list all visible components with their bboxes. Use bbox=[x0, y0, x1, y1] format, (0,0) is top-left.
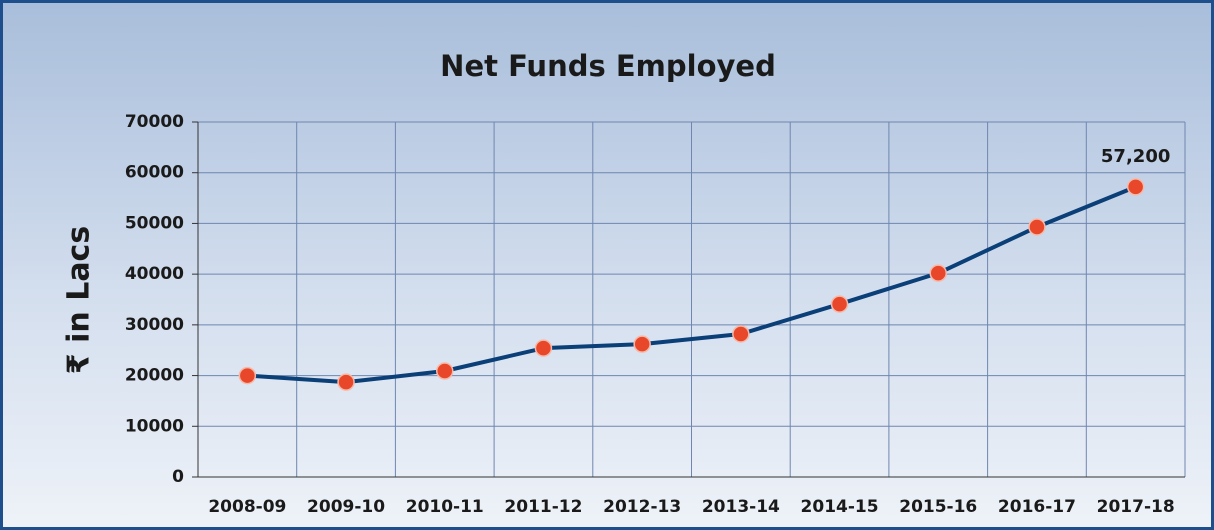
marker bbox=[1028, 218, 1046, 236]
x-tick-label: 2011-12 bbox=[504, 497, 582, 517]
x-tick-label: 2016-17 bbox=[998, 497, 1076, 517]
marker bbox=[732, 325, 750, 343]
y-tick-label: 50000 bbox=[125, 213, 184, 233]
line bbox=[247, 185, 1137, 385]
y-tick-label: 70000 bbox=[125, 112, 184, 132]
x-tick-label: 2014-15 bbox=[801, 497, 879, 517]
y-tick-label: 60000 bbox=[125, 163, 184, 183]
chart-title: Net Funds Employed bbox=[440, 49, 776, 83]
marker bbox=[238, 366, 257, 385]
y-tick-label: 40000 bbox=[125, 264, 184, 284]
y-tick-label: 20000 bbox=[125, 366, 184, 386]
marker bbox=[929, 264, 947, 282]
x-tick-label: 2015-16 bbox=[899, 497, 977, 517]
marker bbox=[337, 373, 355, 391]
x-tick-label: 2008-09 bbox=[208, 497, 286, 517]
x-tick-label: 2012-13 bbox=[603, 497, 681, 517]
data-label: 57,200 bbox=[1101, 146, 1170, 167]
y-tick-label: 30000 bbox=[125, 315, 184, 335]
marker bbox=[830, 295, 849, 313]
marker bbox=[1126, 178, 1145, 196]
marker bbox=[534, 339, 553, 357]
x-tick-label: 2010-11 bbox=[406, 497, 484, 517]
y-tick-label: 0 bbox=[172, 467, 184, 487]
x-tick-label: 2009-10 bbox=[307, 497, 385, 517]
marker bbox=[633, 335, 651, 353]
x-tick-label: 2013-14 bbox=[702, 497, 780, 517]
x-tick-label: 2017-18 bbox=[1097, 497, 1175, 517]
marker bbox=[436, 362, 454, 380]
y-tick-label: 10000 bbox=[125, 416, 184, 436]
y-axis-label: ₹ in Lacs bbox=[62, 226, 97, 374]
